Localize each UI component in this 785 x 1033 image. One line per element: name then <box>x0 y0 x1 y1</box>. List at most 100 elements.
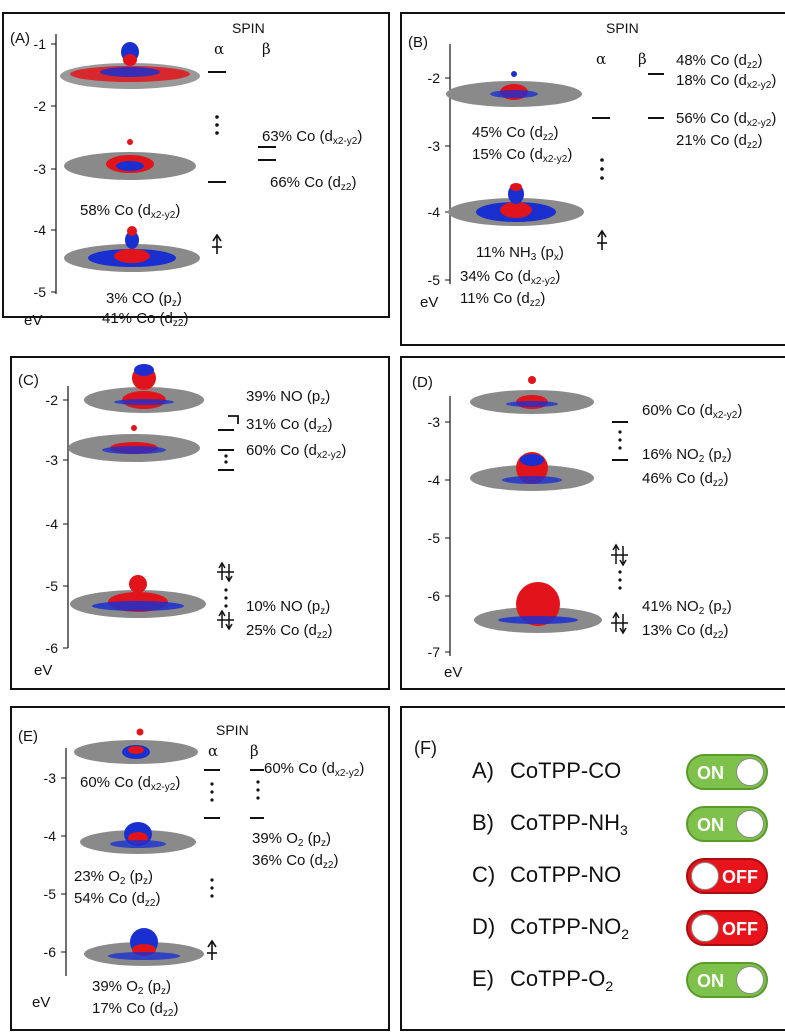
molecule-b-top <box>446 71 582 107</box>
toggle-label: OFF <box>722 919 758 939</box>
panel-e-drawing <box>61 728 264 976</box>
tick-label: -4 <box>427 472 440 488</box>
row-letter: E) <box>472 966 494 991</box>
toggle-label: OFF <box>722 867 758 887</box>
annotation: 63% Co (dx2-y2) <box>262 128 363 147</box>
tick-label: -4 <box>427 204 440 220</box>
spin-up-arrow <box>597 229 607 250</box>
panel-f-label: (F) <box>414 738 437 758</box>
panel-d-drawing <box>445 376 628 656</box>
tick-label: -6 <box>45 640 58 656</box>
tick-label: -5 <box>43 886 56 902</box>
annotation: 11% NH3 (px) <box>476 244 564 263</box>
molecule-d-middle <box>470 452 594 491</box>
annotation: 45% Co (dz2) <box>472 124 559 143</box>
row-letter: B) <box>472 810 494 835</box>
alpha-label: α <box>208 742 219 760</box>
status-toggle[interactable]: OFF <box>686 910 768 946</box>
axis-unit: eV <box>34 662 53 679</box>
annotation: 46% Co (dz2) <box>642 470 729 489</box>
tick-label: -5 <box>45 578 58 594</box>
annotation: 60% Co (dx2-y2) <box>642 402 743 421</box>
toggle-knob <box>736 810 764 838</box>
panel-b: (B) SPIN α β -2 -3 -4 -5 eV 48% Co (dz2)… <box>400 12 785 346</box>
tick-label: -2 <box>45 392 58 408</box>
tick-label: -1 <box>33 36 46 52</box>
beta-label: β <box>262 40 271 58</box>
annotation: 18% Co (dx2-y2) <box>676 72 777 91</box>
annotation: 60% Co (dx2-y2) <box>80 774 181 793</box>
row-name: CoTPP-CO <box>510 758 622 783</box>
spin-up-arrow <box>207 939 217 960</box>
alpha-label: α <box>596 50 607 68</box>
tick-label: -4 <box>43 828 56 844</box>
tick-label: -2 <box>427 70 440 86</box>
paired-arrows-bottom <box>217 609 234 631</box>
molecule-a-top <box>60 42 200 89</box>
row-letter: C) <box>472 862 496 887</box>
molecule-e-middle <box>80 822 196 854</box>
toggle-label: ON <box>697 971 724 991</box>
tick-label: -5 <box>427 530 440 546</box>
tick-label: -4 <box>45 516 58 532</box>
panel-f: (F) A) CoTPP-CO ON B) CoTPP-NH3 ON C) CoTPP-NO O… <box>400 706 785 1031</box>
annotation: 23% O2 (pz) <box>74 868 153 887</box>
tick-label: -3 <box>33 161 46 177</box>
spin-header: SPIN <box>606 20 639 36</box>
molecule-d-top <box>470 376 594 414</box>
annotation: 66% Co (dz2) <box>270 174 357 193</box>
tick-label: -4 <box>33 222 46 238</box>
panel-b-label: (B) <box>408 34 428 51</box>
toggle-label: ON <box>697 763 724 783</box>
annotation: 39% O2 (pz) <box>92 978 171 997</box>
tick-label: -3 <box>427 138 440 154</box>
tick-label: -2 <box>33 98 46 114</box>
annotation: 15% Co (dx2-y2) <box>472 146 573 165</box>
status-toggle[interactable]: ON <box>686 806 768 842</box>
annotation: 58% Co (dx2-y2) <box>80 202 181 221</box>
annotation: 13% Co (dz2) <box>642 622 729 641</box>
annotation: 11% Co (dz2) <box>460 290 546 309</box>
tick-label: -5 <box>427 272 440 288</box>
annotation: 31% Co (dz2) <box>246 416 333 435</box>
spin-header: SPIN <box>216 722 249 738</box>
axis-unit: eV <box>24 312 43 329</box>
annotation: 39% NO (pz) <box>246 388 331 407</box>
toggle-knob <box>691 862 719 890</box>
toggle-knob <box>736 758 764 786</box>
annotation: 56% Co (dx2-y2) <box>676 110 777 129</box>
tick-label: -6 <box>43 944 56 960</box>
spin-up-arrow <box>212 233 222 254</box>
panel-d-label: (D) <box>412 374 433 391</box>
molecule-c-top <box>84 364 204 413</box>
annotation: 34% Co (dx2-y2) <box>460 268 561 287</box>
alpha-label: α <box>214 40 225 58</box>
beta-label: β <box>250 742 259 760</box>
panel-e-label: (E) <box>18 728 38 745</box>
tick-label: -7 <box>427 644 440 660</box>
status-toggle[interactable]: ON <box>686 962 768 998</box>
spin-header: SPIN <box>232 20 265 36</box>
panel-a: (A) SPIN α β -1 -2 -3 -4 -5 eV 63% Co (d… <box>2 12 390 329</box>
paired-arrows-top <box>611 543 628 567</box>
tick-label: -6 <box>427 588 440 604</box>
paired-arrows-bottom <box>611 611 628 635</box>
panel-c-drawing <box>63 364 239 649</box>
panel-c-label: (C) <box>18 372 39 389</box>
panel-a-drawing <box>51 34 276 294</box>
annotation: 3% CO (pz) <box>106 290 182 309</box>
annotation: 48% Co (dz2) <box>676 52 763 71</box>
status-toggle[interactable]: ON <box>686 754 768 790</box>
annotation: 39% O2 (pz) <box>252 830 331 849</box>
toggle-knob <box>736 966 764 994</box>
annotation: 25% Co (dz2) <box>246 622 333 641</box>
annotation: 36% Co (dz2) <box>252 852 339 871</box>
status-toggle[interactable]: OFF <box>686 858 768 894</box>
annotation: 41% NO2 (pz) <box>642 598 732 617</box>
row-letter: D) <box>472 914 496 939</box>
annotation: 16% NO2 (pz) <box>642 446 732 465</box>
molecule-e-top <box>74 728 198 764</box>
paired-arrows-top <box>217 561 234 583</box>
molecule-e-bottom <box>84 928 204 966</box>
row-letter: A) <box>472 758 494 783</box>
